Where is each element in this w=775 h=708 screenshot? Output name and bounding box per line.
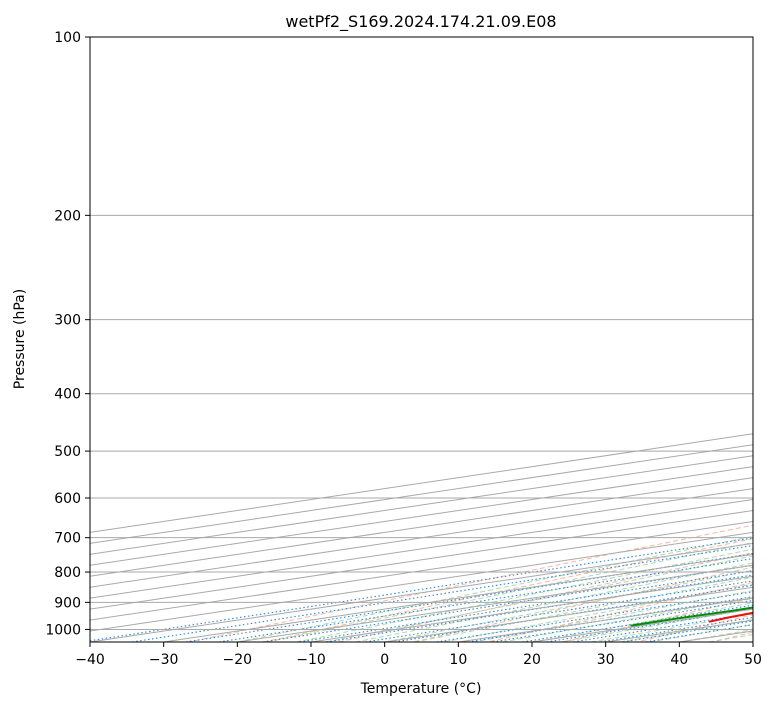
x-tick-label: −30 <box>149 652 179 668</box>
moist-adiabat-line <box>443 583 753 642</box>
dry-adiabat-line <box>261 538 753 642</box>
y-tick-label: 500 <box>54 444 81 460</box>
x-axis: −40 −30 −20 −10 0 10 20 30 40 50 <box>75 642 762 668</box>
isotherm-line <box>90 455 753 555</box>
x-tick-label: 40 <box>670 652 688 668</box>
y-tick-label: 700 <box>54 531 81 547</box>
isotherm-line <box>90 542 753 642</box>
y-tick-label: 400 <box>54 387 81 403</box>
moist-adiabat-line <box>384 569 753 642</box>
x-tick-label: −10 <box>296 652 326 668</box>
mixing-ratio-line <box>463 596 753 642</box>
grid-lines <box>90 37 753 642</box>
isotherm-line <box>90 499 753 599</box>
y-tick-label: 200 <box>54 208 81 224</box>
x-tick-label: 10 <box>449 652 467 668</box>
moist-adiabat-line <box>237 535 753 642</box>
mixing-ratio-line <box>182 553 753 642</box>
y-tick-label: 300 <box>54 313 81 329</box>
x-axis-label: Temperature (°C) <box>360 681 482 697</box>
isotherm-line <box>90 488 753 588</box>
isotherm-line <box>90 477 753 577</box>
y-axis: 100 200 300 400 500 600 700 800 900 1000 <box>45 30 90 638</box>
y-tick-label: 100 <box>54 30 81 46</box>
isotherm-line <box>90 531 753 632</box>
y-axis-label: Pressure (hPa) <box>12 289 28 389</box>
x-tick-label: 0 <box>380 652 389 668</box>
moist-adiabat-line <box>355 562 753 642</box>
mixing-ratio-line <box>259 564 753 642</box>
x-tick-label: −40 <box>75 652 105 668</box>
x-tick-label: 50 <box>744 652 762 668</box>
plot-frame <box>89 36 754 643</box>
mixing-ratio-line <box>488 599 753 642</box>
isotherm-line <box>90 520 753 621</box>
mixing-ratio-line <box>215 558 753 642</box>
y-tick-label: 800 <box>54 565 81 581</box>
moist-adiabat-line <box>414 576 753 642</box>
mixing-ratio-line <box>518 604 753 642</box>
x-tick-label: 30 <box>597 652 615 668</box>
x-tick-label: −20 <box>223 652 253 668</box>
isotherm-line <box>90 509 753 610</box>
y-tick-label: 600 <box>54 491 81 507</box>
dry-adiabat-line <box>186 524 753 642</box>
y-tick-label: 900 <box>54 595 81 611</box>
chart-title: wetPf2_S169.2024.174.21.09.E08 <box>285 12 556 32</box>
x-tick-label: 20 <box>523 652 541 668</box>
moist-adiabat-line <box>325 555 753 642</box>
isotherm-line <box>90 466 753 566</box>
y-tick-label: 1000 <box>45 622 81 638</box>
